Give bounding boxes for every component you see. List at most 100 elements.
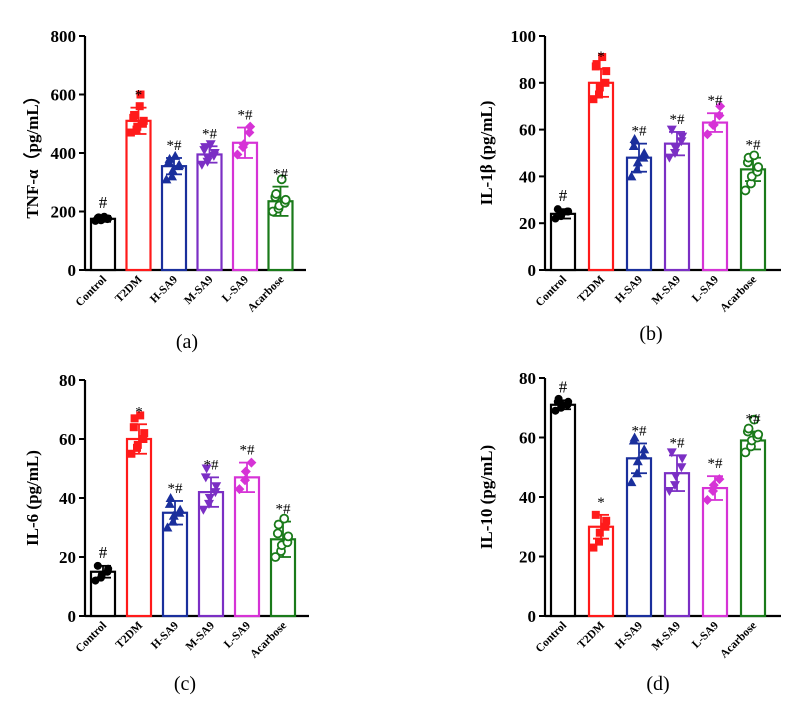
- y-tick-label: 800: [51, 27, 77, 46]
- data-point: [595, 537, 603, 546]
- data-point: [210, 488, 221, 498]
- panel-caption: (b): [639, 323, 662, 345]
- significance-marker: #: [559, 377, 568, 396]
- x-tick-label: Control: [534, 274, 569, 309]
- y-tick-label: 20: [59, 548, 76, 567]
- data-point: [168, 516, 178, 526]
- y-tick-label: 0: [528, 607, 537, 626]
- y-tick-label: 80: [59, 371, 76, 390]
- data-point: [279, 513, 290, 524]
- bar-t2dm: [125, 437, 153, 618]
- data-point: [740, 185, 751, 196]
- x-tick-label: M-SA9: [184, 619, 218, 653]
- data-point: [126, 128, 135, 137]
- data-point: [244, 127, 255, 138]
- bar-l-sa9: [701, 486, 729, 618]
- data-point: [139, 435, 148, 443]
- data-point: [238, 139, 249, 150]
- data-point: [135, 102, 144, 111]
- data-point: [714, 474, 725, 485]
- bar-control: [549, 212, 577, 272]
- x-tick-label: M-SA9: [650, 273, 684, 307]
- data-point: [670, 472, 681, 482]
- data-point: [161, 174, 172, 184]
- data-point: [232, 149, 243, 160]
- data-point: [753, 429, 764, 440]
- data-point: [749, 414, 760, 425]
- data-point: [595, 90, 603, 99]
- data-point: [139, 116, 148, 125]
- significance-marker: *: [597, 495, 605, 511]
- significance-marker: *#: [708, 456, 724, 472]
- x-tick-label: Control: [74, 620, 109, 655]
- x-tick-label: L-SA9: [222, 619, 253, 650]
- y-tick-label: 400: [51, 144, 77, 163]
- data-point: [204, 499, 214, 509]
- data-point: [167, 171, 177, 181]
- data-point: [246, 457, 257, 468]
- significance-marker: *#: [746, 412, 762, 428]
- x-tick-label: T2DM: [576, 620, 608, 652]
- bar-l-sa9: [233, 476, 261, 618]
- data-point: [749, 150, 760, 161]
- data-point: [708, 119, 719, 130]
- data-point: [676, 463, 687, 473]
- bar-m-sa9: [663, 472, 691, 618]
- data-point: [666, 125, 677, 135]
- data-point: [601, 78, 610, 87]
- data-point: [664, 487, 675, 497]
- data-point: [564, 397, 573, 406]
- data-point: [664, 153, 675, 163]
- bar-t2dm: [587, 81, 615, 272]
- data-point: [136, 411, 145, 420]
- data-point: [589, 543, 598, 552]
- y-tick-label: 40: [519, 167, 536, 186]
- x-tick-label: T2DM: [576, 274, 608, 306]
- data-point: [639, 444, 650, 454]
- data-point: [670, 149, 680, 158]
- significance-marker: *#: [708, 93, 724, 109]
- data-point: [175, 504, 186, 514]
- bar-t2dm: [125, 119, 152, 272]
- x-tick-label: M-SA9: [182, 273, 216, 307]
- x-tick-label: T2DM: [113, 274, 145, 306]
- x-tick-label: M-SA9: [650, 619, 684, 653]
- data-point: [753, 162, 764, 172]
- data-point: [702, 129, 713, 140]
- y-tick-label: 200: [51, 203, 77, 222]
- data-point: [595, 528, 604, 537]
- data-point: [133, 122, 142, 131]
- data-point: [708, 480, 719, 491]
- x-tick-label: Acarbose: [718, 274, 759, 315]
- y-tick-label: 80: [519, 74, 536, 93]
- y-tick-label: 600: [51, 86, 77, 105]
- data-point: [130, 110, 139, 119]
- data-point: [245, 121, 256, 132]
- data-point: [632, 157, 643, 167]
- data-point: [595, 83, 604, 92]
- significance-marker: *#: [273, 167, 289, 183]
- data-point: [283, 531, 294, 542]
- data-point: [629, 133, 640, 143]
- x-tick-label: L-SA9: [690, 619, 721, 650]
- bar-m-sa9: [663, 142, 691, 272]
- x-tick-label: H-SA9: [148, 273, 180, 305]
- data-point: [272, 528, 283, 539]
- data-point: [167, 165, 178, 175]
- data-point: [602, 67, 611, 76]
- data-point: [270, 552, 281, 562]
- y-tick-label: 80: [519, 369, 536, 388]
- y-tick-label: 40: [519, 488, 536, 507]
- data-point: [201, 464, 212, 474]
- data-point: [280, 194, 291, 205]
- data-point: [589, 95, 598, 104]
- significance-marker: *#: [168, 481, 184, 497]
- data-point: [204, 494, 215, 503]
- significance-marker: *#: [204, 457, 220, 473]
- bar-m-sa9: [196, 153, 223, 272]
- data-point: [198, 505, 209, 515]
- data-point: [162, 522, 173, 532]
- data-point: [170, 150, 181, 160]
